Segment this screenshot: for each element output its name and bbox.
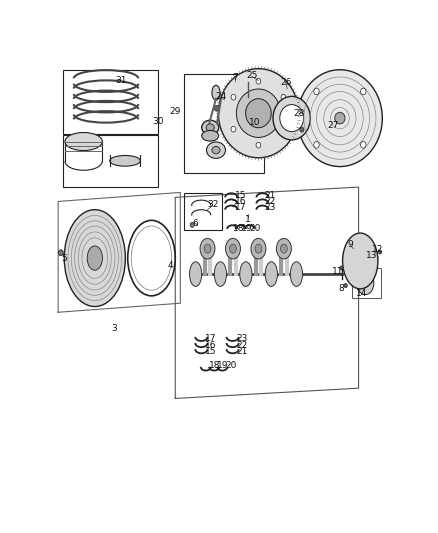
Text: 10: 10 xyxy=(249,118,261,127)
Text: 12: 12 xyxy=(371,245,383,254)
Ellipse shape xyxy=(356,254,365,268)
Ellipse shape xyxy=(357,272,374,295)
Text: 19: 19 xyxy=(217,361,228,370)
Ellipse shape xyxy=(200,238,215,259)
Text: 22: 22 xyxy=(265,197,276,206)
Bar xyxy=(63,134,158,187)
Ellipse shape xyxy=(300,127,304,132)
Ellipse shape xyxy=(226,238,240,259)
Ellipse shape xyxy=(251,238,266,259)
Text: 31: 31 xyxy=(115,76,127,85)
Text: 25: 25 xyxy=(246,71,257,80)
Text: 16: 16 xyxy=(205,341,216,350)
Text: 6: 6 xyxy=(193,219,198,228)
Ellipse shape xyxy=(290,262,303,286)
Text: 27: 27 xyxy=(328,121,339,130)
Text: 30: 30 xyxy=(152,117,164,126)
Text: 15: 15 xyxy=(235,191,247,200)
Text: 7: 7 xyxy=(232,73,237,82)
Ellipse shape xyxy=(231,126,236,132)
Ellipse shape xyxy=(212,85,220,100)
Text: 32: 32 xyxy=(207,200,218,209)
Text: 17: 17 xyxy=(205,334,216,343)
Ellipse shape xyxy=(219,69,298,158)
Text: 23: 23 xyxy=(237,334,248,343)
Text: 1: 1 xyxy=(245,215,251,224)
Ellipse shape xyxy=(214,106,219,111)
Ellipse shape xyxy=(110,156,140,166)
Ellipse shape xyxy=(280,244,287,253)
Bar xyxy=(184,74,264,173)
Text: 15: 15 xyxy=(205,347,216,356)
Ellipse shape xyxy=(343,233,378,289)
Text: 11: 11 xyxy=(332,266,343,276)
Ellipse shape xyxy=(240,262,252,286)
Text: 9: 9 xyxy=(347,240,353,249)
Text: 2: 2 xyxy=(232,200,237,209)
Ellipse shape xyxy=(314,88,319,95)
Ellipse shape xyxy=(360,142,366,148)
Ellipse shape xyxy=(247,79,250,83)
Ellipse shape xyxy=(378,250,381,254)
Bar xyxy=(184,193,222,230)
Ellipse shape xyxy=(190,262,202,286)
Ellipse shape xyxy=(246,99,271,128)
Ellipse shape xyxy=(265,262,277,286)
Ellipse shape xyxy=(230,244,237,253)
Ellipse shape xyxy=(231,94,236,100)
Text: 17: 17 xyxy=(235,203,247,212)
Bar xyxy=(352,268,381,298)
Text: 19: 19 xyxy=(241,224,252,232)
Ellipse shape xyxy=(280,104,304,132)
Ellipse shape xyxy=(202,131,219,141)
Text: 20: 20 xyxy=(225,361,236,370)
Text: 21: 21 xyxy=(237,347,248,356)
Text: 22: 22 xyxy=(237,341,248,350)
Text: 14: 14 xyxy=(356,289,367,298)
Text: 24: 24 xyxy=(215,92,227,101)
Bar xyxy=(63,70,158,134)
Ellipse shape xyxy=(256,78,261,84)
Ellipse shape xyxy=(314,142,319,148)
Text: 13: 13 xyxy=(366,251,378,260)
Text: 28: 28 xyxy=(293,109,305,118)
Text: 3: 3 xyxy=(111,324,117,333)
Ellipse shape xyxy=(190,222,194,227)
Ellipse shape xyxy=(256,142,261,148)
Ellipse shape xyxy=(340,266,343,270)
Ellipse shape xyxy=(59,250,63,256)
Ellipse shape xyxy=(202,120,219,135)
Ellipse shape xyxy=(281,126,286,132)
Text: 26: 26 xyxy=(280,78,291,87)
Text: 16: 16 xyxy=(235,197,247,206)
Text: 29: 29 xyxy=(170,107,181,116)
Ellipse shape xyxy=(64,209,125,306)
Ellipse shape xyxy=(276,238,291,259)
Ellipse shape xyxy=(206,142,226,158)
Ellipse shape xyxy=(344,284,347,288)
Ellipse shape xyxy=(87,246,102,270)
Text: 4: 4 xyxy=(167,261,173,270)
Ellipse shape xyxy=(204,244,211,253)
Ellipse shape xyxy=(281,94,286,100)
Ellipse shape xyxy=(212,147,220,154)
Ellipse shape xyxy=(214,262,226,286)
Text: 20: 20 xyxy=(249,224,261,232)
Text: 21: 21 xyxy=(265,191,276,200)
Ellipse shape xyxy=(335,112,345,124)
Text: 18: 18 xyxy=(208,361,220,370)
Ellipse shape xyxy=(206,124,214,131)
Ellipse shape xyxy=(360,88,366,95)
Text: 8: 8 xyxy=(338,284,344,293)
Text: 18: 18 xyxy=(233,224,245,232)
Ellipse shape xyxy=(65,133,102,150)
Ellipse shape xyxy=(255,244,262,253)
Ellipse shape xyxy=(237,89,280,138)
Ellipse shape xyxy=(247,149,251,154)
Text: 23: 23 xyxy=(265,203,276,212)
Ellipse shape xyxy=(273,96,311,140)
Text: 5: 5 xyxy=(61,254,67,263)
Ellipse shape xyxy=(297,70,382,166)
